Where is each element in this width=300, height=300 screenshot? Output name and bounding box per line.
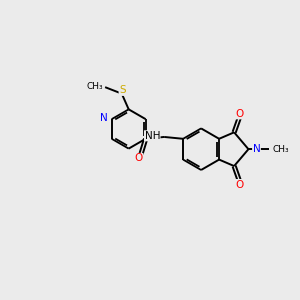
Text: NH: NH [145,131,160,141]
Text: O: O [236,109,244,119]
Text: S: S [119,85,126,95]
Text: CH₃: CH₃ [272,145,289,154]
Text: O: O [236,179,244,190]
Text: CH₃: CH₃ [87,82,103,91]
Text: N: N [100,113,107,124]
Text: N: N [253,144,260,154]
Text: O: O [135,153,143,164]
